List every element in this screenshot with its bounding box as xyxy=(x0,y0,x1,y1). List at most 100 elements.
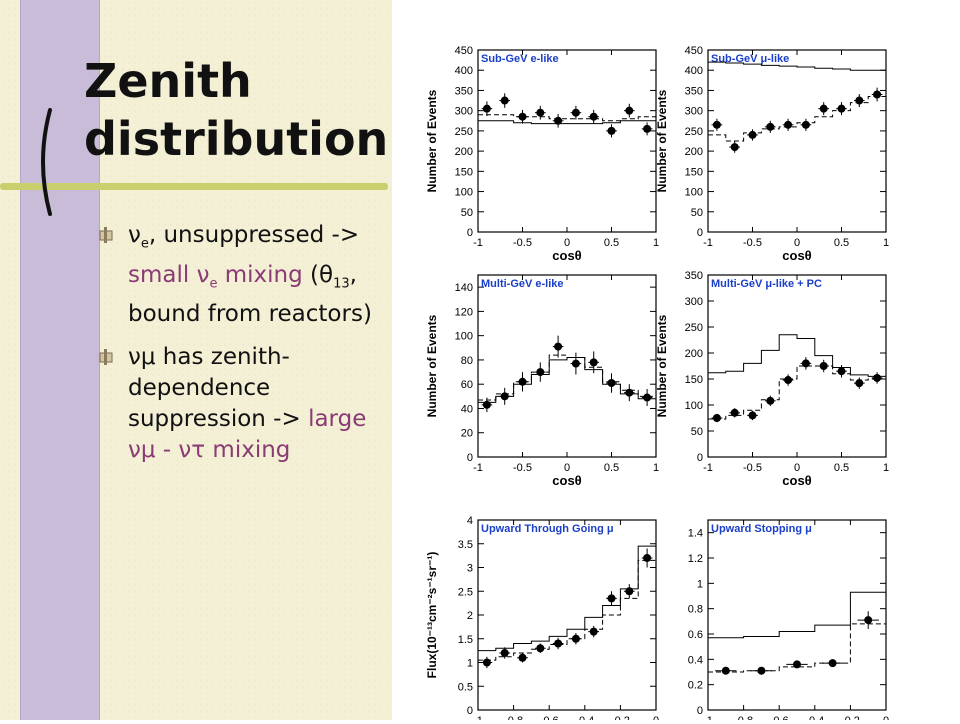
data-point xyxy=(518,112,527,121)
data-point xyxy=(571,634,580,643)
x-tick-label: -0.5 xyxy=(743,237,762,249)
data-point xyxy=(828,659,837,668)
x-tick-label: 0 xyxy=(794,462,800,474)
decorative-bracket-icon xyxy=(41,108,52,216)
y-tick-label: 150 xyxy=(685,166,703,178)
data-point xyxy=(607,594,616,603)
y-tick-label: 1 xyxy=(467,658,473,670)
y-tick-label: 2 xyxy=(467,610,473,622)
x-tick-label: 0.5 xyxy=(834,462,849,474)
x-tick-label: 0 xyxy=(564,237,570,249)
x-tick-label: -0.2 xyxy=(841,715,860,720)
highlight-text: small xyxy=(128,261,197,288)
y-tick-label: 0 xyxy=(697,227,703,239)
y-tick-label: 300 xyxy=(685,106,703,118)
y-tick-label: 0 xyxy=(467,227,473,239)
x-axis-label: cosθ xyxy=(782,473,811,488)
data-point xyxy=(748,130,757,139)
data-point xyxy=(500,392,509,401)
chart-panel: -1 -0.5 0 0.5 1 0 50 100 150 200 250 300 350 Multi-Ge… xyxy=(655,270,889,488)
data-point xyxy=(801,120,810,129)
x-tick-label: -0.5 xyxy=(743,462,762,474)
data-point xyxy=(482,104,491,113)
data-point xyxy=(757,666,766,675)
y-tick-label: 450 xyxy=(685,45,703,57)
x-tick-label: -1 xyxy=(473,237,483,249)
y-tick-label: 1.2 xyxy=(688,553,703,565)
data-point xyxy=(819,362,828,370)
x-tick-label: -1 xyxy=(703,237,713,249)
y-tick-label: 150 xyxy=(455,166,473,178)
data-point xyxy=(730,143,739,152)
y-tick-label: 0.2 xyxy=(688,680,703,692)
y-tick-label: 400 xyxy=(685,65,703,77)
bullet-text-part: , unsuppressed -> xyxy=(148,222,360,248)
x-tick-label: -0.5 xyxy=(513,237,532,249)
bullet-marker-icon xyxy=(99,349,113,366)
data-point xyxy=(625,106,634,115)
y-tick-label: 60 xyxy=(461,379,473,391)
data-point xyxy=(589,627,598,636)
y-tick-label: 100 xyxy=(455,331,473,343)
y-tick-label: 80 xyxy=(461,355,473,367)
data-point xyxy=(766,122,775,131)
x-tick-label: -0.6 xyxy=(540,715,559,720)
highlight-nu-subscript: e xyxy=(209,276,218,292)
slide-title: Zenith distribution xyxy=(84,54,389,166)
plot-frame xyxy=(477,519,657,711)
x-tick-label: 0.5 xyxy=(834,237,849,249)
data-point xyxy=(837,104,846,113)
y-tick-label: 350 xyxy=(685,85,703,97)
y-axis-label: Flux(10⁻¹³cm⁻²s⁻¹sr⁻¹) xyxy=(425,552,439,679)
x-tick-label: -0.4 xyxy=(805,715,824,720)
y-tick-label: 0 xyxy=(467,452,473,464)
decorative-left-bar xyxy=(20,0,100,720)
y-tick-label: 1 xyxy=(697,578,703,590)
y-tick-label: 2.5 xyxy=(458,586,473,598)
no-oscillation-line xyxy=(478,545,656,652)
charts-svg: -1 -0.5 0 0.5 1050100150200250300350400450Su… xyxy=(425,45,889,724)
x-tick-label: -1 xyxy=(473,715,483,720)
x-tick-label: 0 xyxy=(564,462,570,474)
plot-frame xyxy=(477,49,657,233)
highlight-text: large xyxy=(308,406,367,433)
y-axis-label: Number of Events xyxy=(655,314,669,417)
y-tick-label: 0 xyxy=(697,705,703,717)
data-point xyxy=(730,408,739,417)
data-point xyxy=(625,587,634,596)
chart-panel: -1 -0.5 0 0.5 1 0 50 100 150 200 250 300 350 400 450 Su… xyxy=(425,45,659,263)
theta-symbol: θ xyxy=(319,261,334,288)
x-tick-label: -0.8 xyxy=(504,715,523,720)
y-axis-label: Number of Events xyxy=(655,89,669,192)
x-tick-label: -0.8 xyxy=(734,715,753,720)
data-point xyxy=(536,368,545,377)
y-tick-label: 120 xyxy=(455,306,473,318)
y-tick-label: 3 xyxy=(467,563,473,575)
x-tick-label: -0.2 xyxy=(611,715,630,720)
y-tick-label: 200 xyxy=(685,146,703,158)
chart-title: Upward Through Going μ xyxy=(481,523,614,535)
data-point xyxy=(607,126,616,135)
data-point xyxy=(801,359,810,368)
x-axis-label: cosθ xyxy=(552,473,581,488)
y-tick-label: 0.8 xyxy=(688,604,703,616)
y-tick-label: 250 xyxy=(685,322,703,334)
data-point xyxy=(482,658,491,667)
oscillation-fit-line xyxy=(708,623,886,673)
y-tick-label: 1.5 xyxy=(458,634,473,646)
y-tick-label: 0.5 xyxy=(458,681,473,693)
data-point xyxy=(625,388,634,397)
x-tick-label: 1 xyxy=(883,237,889,249)
x-tick-label: -0.5 xyxy=(513,462,532,474)
zenith-charts: -1 -0.5 0 0.5 1 0 50 100 150 200 250 300 350 400 450 Su… xyxy=(420,40,940,724)
y-tick-label: 0 xyxy=(467,705,473,717)
y-tick-label: 350 xyxy=(455,85,473,97)
y-tick-label: 1.4 xyxy=(688,528,703,540)
data-point xyxy=(784,120,793,129)
data-point xyxy=(536,644,545,653)
y-tick-label: 50 xyxy=(691,207,703,219)
bullet-list: νe, unsuppressed -> small νe mixing (θ13… xyxy=(92,220,402,478)
bullet-text-part: has zenith-dependence suppression -> xyxy=(128,344,309,433)
y-tick-label: 300 xyxy=(685,296,703,308)
plot-frame xyxy=(707,519,887,711)
